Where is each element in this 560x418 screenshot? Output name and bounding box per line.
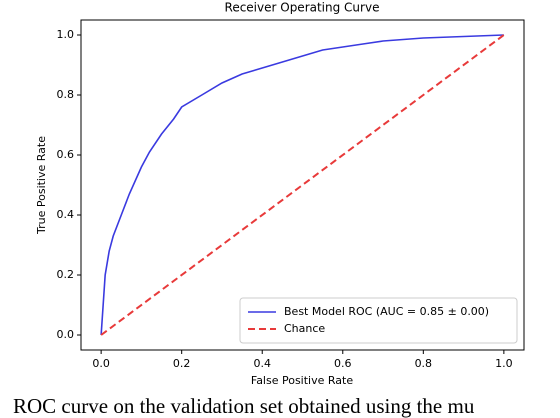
y-tick-label: 0.2 <box>57 268 75 281</box>
legend-box <box>239 297 518 344</box>
legend-label: Best Model ROC (AUC = 0.85 ± 0.00) <box>284 305 489 318</box>
x-tick-label: 0.2 <box>173 357 191 370</box>
caption-text: ROC curve on the validation set obtained… <box>13 394 475 418</box>
legend-label: Chance <box>284 322 325 335</box>
x-tick-label: 0.6 <box>334 357 352 370</box>
plot-frame <box>80 19 525 351</box>
x-tick-label: 0.8 <box>415 357 433 370</box>
y-tick-label: 0.6 <box>57 148 75 161</box>
line <box>100 34 505 336</box>
x-tick-label: 0.4 <box>253 357 271 370</box>
y-tick-label: 0.4 <box>57 208 75 221</box>
chart-title: Receiver Operating Curve <box>225 1 380 15</box>
y-axis-label: True Positive Rate <box>35 136 48 235</box>
y-tick-label: 1.0 <box>57 28 75 41</box>
y-tick-label: 0.8 <box>57 88 75 101</box>
x-tick-label: 1.0 <box>495 357 513 370</box>
line <box>100 34 504 336</box>
x-tick-label: 0.0 <box>92 357 110 370</box>
x-axis-label: False Positive Rate <box>251 374 353 387</box>
y-tick-label: 0.0 <box>57 328 75 341</box>
